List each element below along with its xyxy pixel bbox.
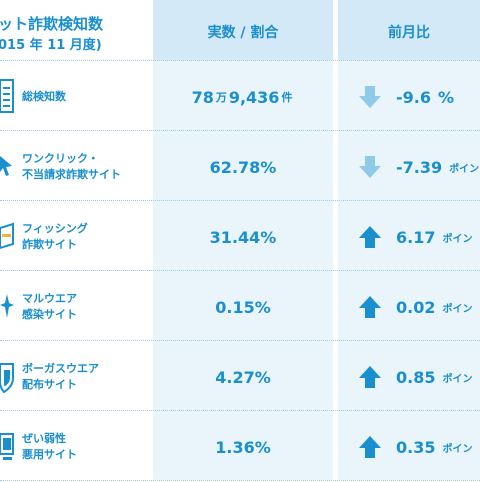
row-value: 0.15% bbox=[153, 272, 333, 342]
document-list-icon bbox=[0, 76, 14, 116]
arrow-up-icon bbox=[358, 435, 382, 459]
table-row: ぜい弱性悪用サイト 1.36% 0.35 ポイン bbox=[0, 412, 480, 482]
value-header-background bbox=[153, 0, 333, 60]
arrow-up-icon bbox=[358, 365, 382, 389]
change-column-background bbox=[338, 0, 480, 480]
change-value: 0.35 bbox=[396, 437, 436, 457]
table-row: マルウエア感染サイト 0.15% 0.02 ポイン bbox=[0, 272, 480, 342]
change-unit: % bbox=[437, 87, 455, 107]
page-title: ット詐欺検知数 bbox=[0, 15, 104, 33]
row-change: -9.6% bbox=[396, 62, 454, 132]
row-divider bbox=[0, 410, 480, 411]
row-value: 31.44% bbox=[153, 202, 333, 272]
change-unit: ポイン bbox=[442, 373, 473, 385]
row-label-line: 不当請求詐欺サイト bbox=[22, 168, 121, 181]
value-part: 1.36% bbox=[215, 437, 271, 457]
value-part: 31.44% bbox=[209, 227, 277, 247]
value-part: 78 bbox=[191, 87, 214, 107]
row-label: ぜい弱性 悪用サイト bbox=[22, 412, 152, 482]
table-row: フィッシング 詐欺サイト 31.44% 6.17 ポイン bbox=[0, 202, 480, 272]
row-label-line: フィッシング bbox=[22, 222, 88, 235]
row-label-line: 悪用サイト bbox=[22, 448, 77, 461]
row-label-line: 配布サイト bbox=[22, 378, 77, 391]
change-value: 0.02 bbox=[396, 297, 436, 317]
row-value: 1.36% bbox=[153, 412, 333, 482]
row-label-line: 詐欺サイト bbox=[22, 238, 77, 251]
change-unit: ポイン bbox=[442, 233, 473, 245]
malware-star-icon bbox=[0, 286, 14, 326]
row-divider bbox=[0, 200, 480, 201]
arrow-up-icon bbox=[358, 295, 382, 319]
change-unit: ポイン bbox=[449, 163, 480, 175]
row-label: ワンクリック・不当請求詐欺サイト bbox=[22, 132, 152, 202]
row-change: 6.17 ポイン bbox=[396, 202, 472, 272]
change-header-background bbox=[338, 0, 480, 60]
change-value: -9.6 bbox=[396, 87, 431, 107]
row-label-line: ボーガスウエア bbox=[22, 362, 99, 375]
column-header-change: 前月比 bbox=[388, 25, 430, 41]
row-value: 4.27% bbox=[153, 342, 333, 412]
value-part: 0.15% bbox=[215, 297, 271, 317]
value-part: 9,436 bbox=[228, 87, 280, 107]
row-label: マルウエア感染サイト bbox=[22, 272, 152, 342]
change-unit: ポイン bbox=[442, 443, 473, 455]
change-value: 6.17 bbox=[396, 227, 436, 247]
table-row: ワンクリック・不当請求詐欺サイト 62.78% -7.39 ポイン bbox=[0, 132, 480, 202]
arrow-down-icon bbox=[358, 85, 382, 109]
value-part: 62.78% bbox=[209, 157, 277, 177]
row-change: 0.85 ポイン bbox=[396, 342, 472, 412]
change-value: -7.39 bbox=[396, 157, 443, 177]
row-label: 総検知数 bbox=[22, 62, 152, 132]
shield-icon bbox=[0, 356, 14, 396]
table-row: ボーガスウエア 配布サイト 4.27% 0.85 ポイン bbox=[0, 342, 480, 412]
row-label: ボーガスウエア 配布サイト bbox=[22, 342, 152, 412]
monitor-icon bbox=[0, 426, 14, 466]
row-change: 0.02 ポイン bbox=[396, 272, 472, 342]
value-column-background bbox=[153, 0, 333, 480]
row-change: -7.39 ポイン bbox=[396, 132, 479, 202]
table-row: 総検知数 78 万 9,436 件 -9.6% bbox=[0, 62, 480, 132]
phishing-card-icon bbox=[0, 216, 14, 256]
row-change: 0.35 ポイン bbox=[396, 412, 472, 482]
arrow-up-icon bbox=[358, 225, 382, 249]
row-label-line: ぜい弱性 bbox=[22, 432, 66, 445]
row-label-line: 感染サイト bbox=[22, 308, 77, 321]
row-divider bbox=[0, 130, 480, 131]
row-divider bbox=[0, 340, 480, 341]
row-label-line: 総検知数 bbox=[22, 90, 66, 103]
row-value: 62.78% bbox=[153, 132, 333, 202]
column-header-value: 実数 / 割合 bbox=[207, 25, 279, 41]
value-part: 万 bbox=[215, 91, 227, 104]
row-divider bbox=[0, 270, 480, 271]
row-value: 78 万 9,436 件 bbox=[153, 62, 333, 132]
page-subtitle: 015 年 11 月度) bbox=[0, 38, 102, 53]
row-label-line: マルウエア bbox=[22, 292, 77, 305]
change-unit: ポイン bbox=[442, 303, 473, 315]
arrow-down-icon bbox=[358, 155, 382, 179]
value-part: 件 bbox=[281, 91, 293, 104]
change-value: 0.85 bbox=[396, 367, 436, 387]
row-divider bbox=[0, 480, 480, 481]
value-part: 4.27% bbox=[215, 367, 271, 387]
row-label-line: ワンクリック・ bbox=[22, 152, 99, 165]
cursor-click-icon bbox=[0, 146, 14, 186]
row-label: フィッシング 詐欺サイト bbox=[22, 202, 152, 272]
row-divider bbox=[0, 60, 480, 61]
